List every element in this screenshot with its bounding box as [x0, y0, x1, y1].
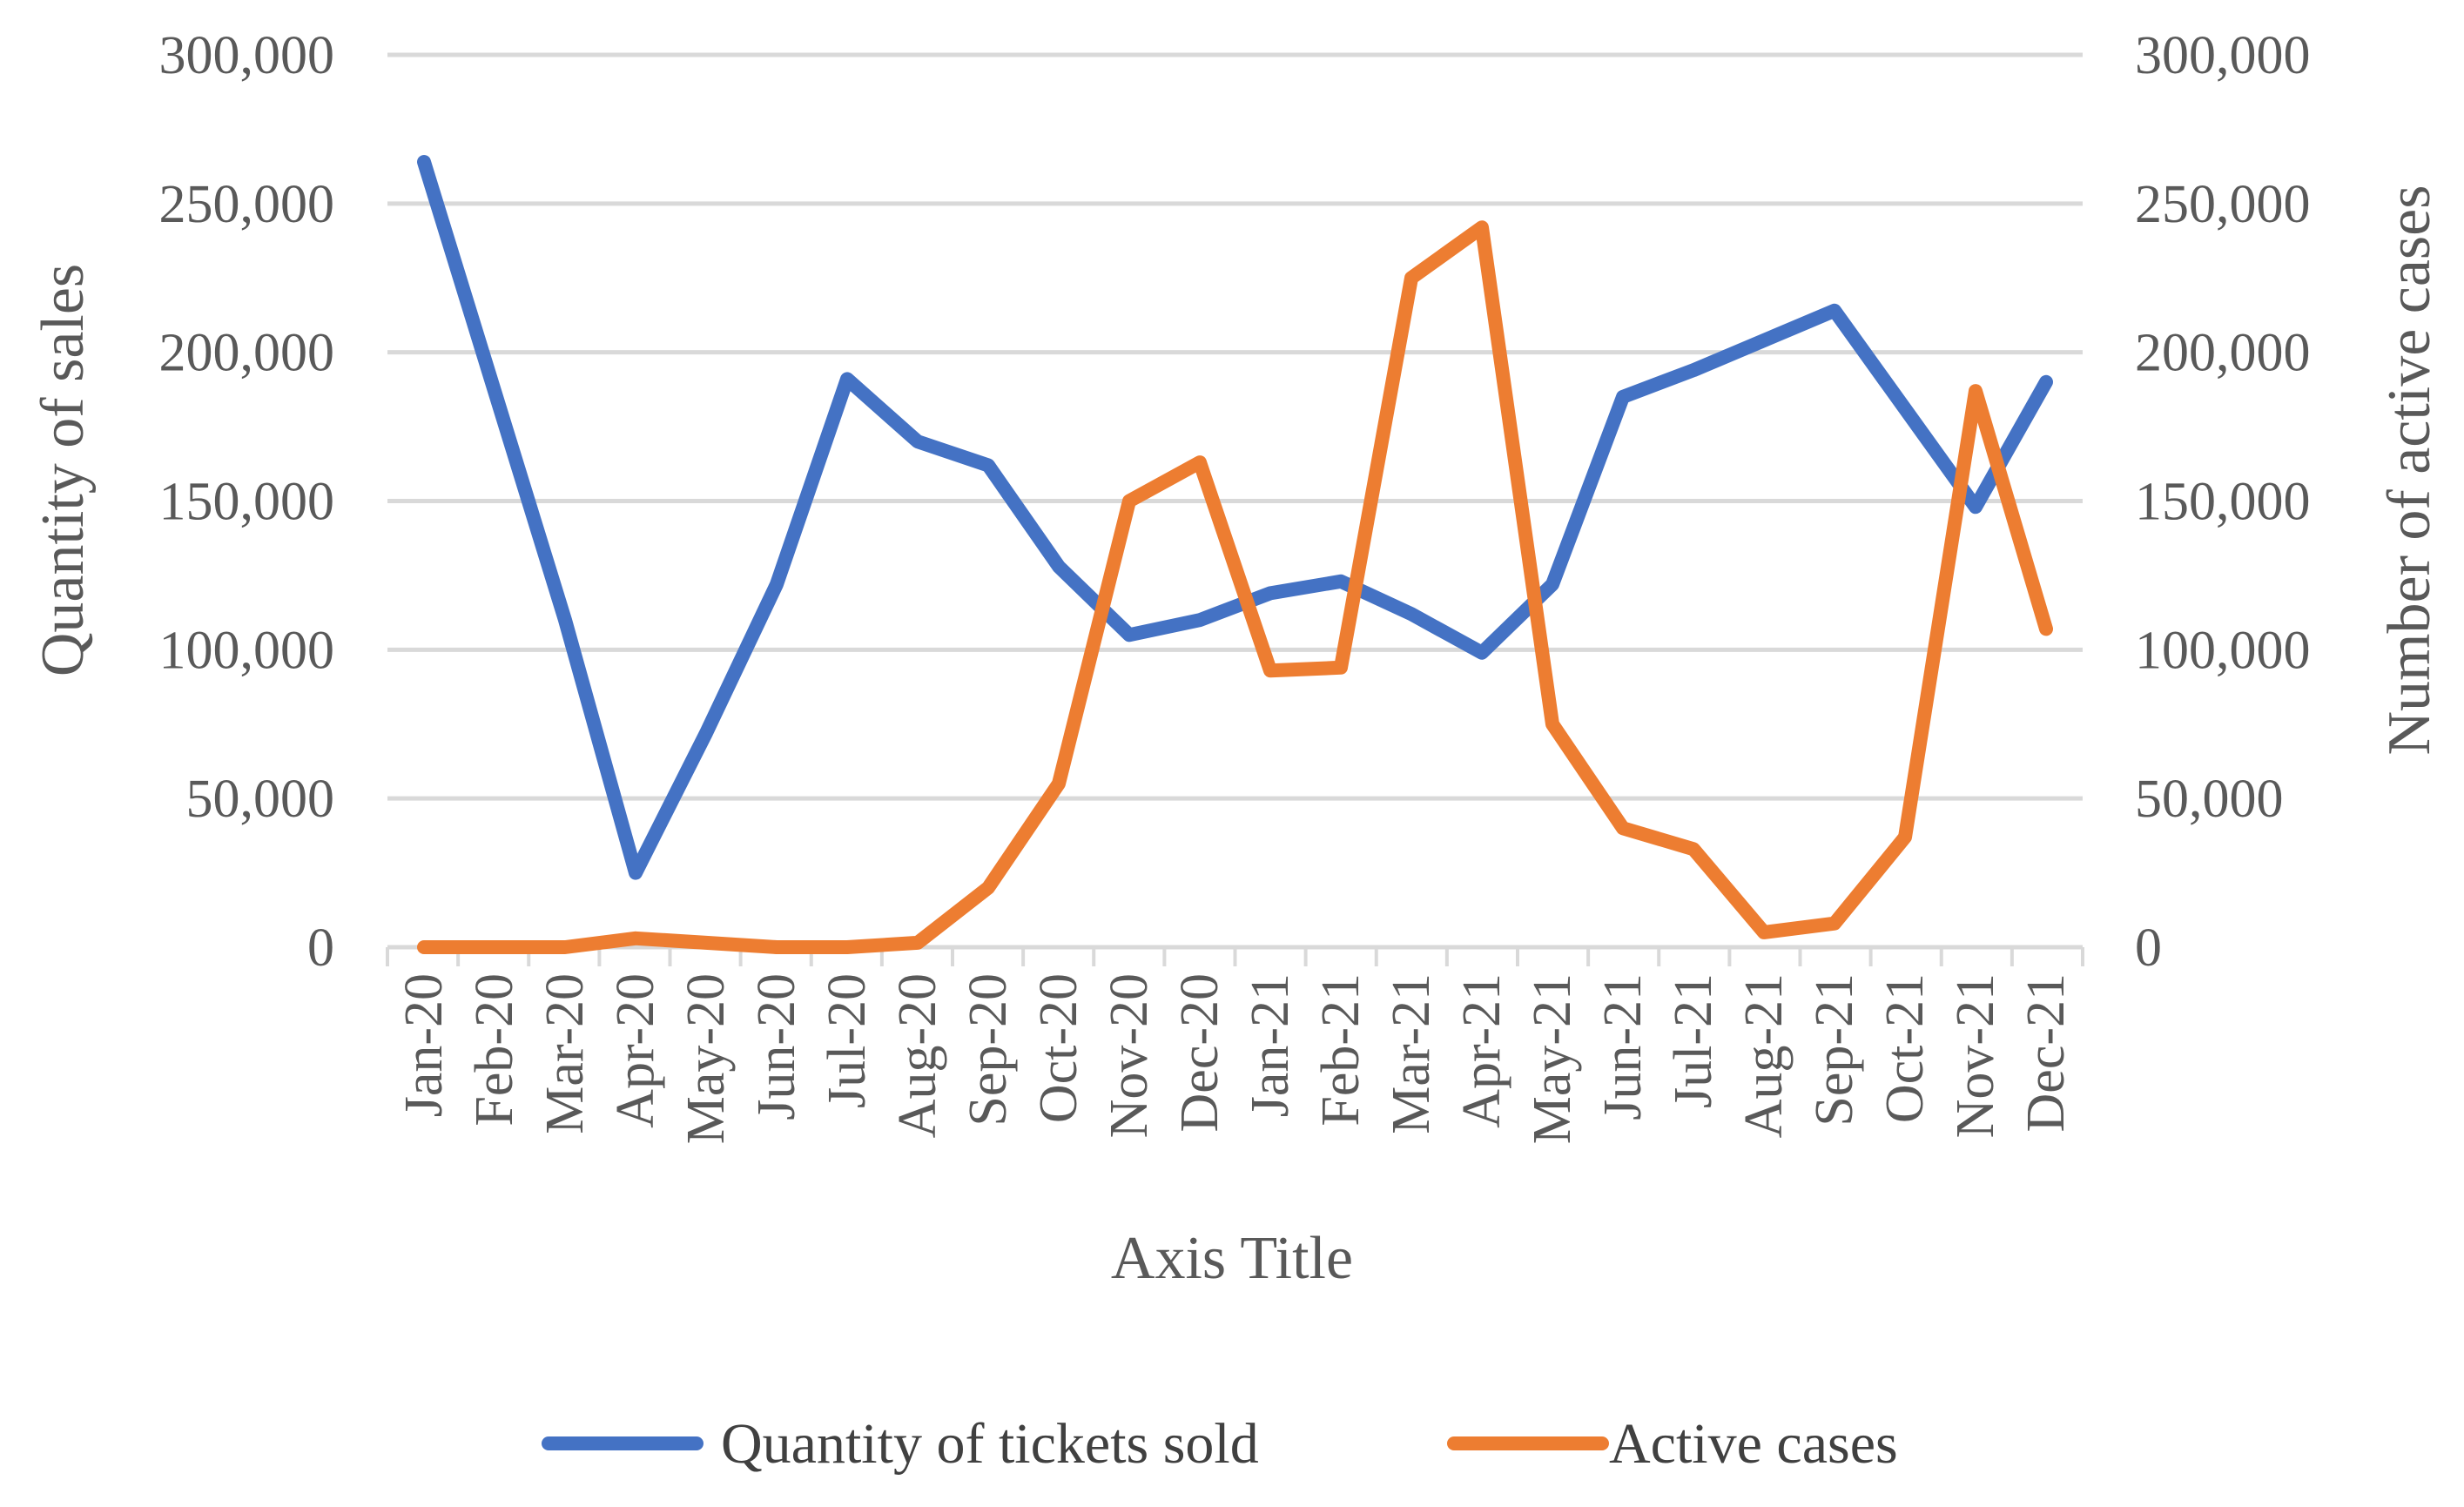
x-tick-label: Oct-20: [1029, 973, 1088, 1123]
x-tick-label: Jul-20: [818, 973, 877, 1108]
x-tick-labels: Jan-20 Feb-20 Mar-20 Apr-20 May-20 Jun-20 Jul-…: [394, 973, 2076, 1144]
series-line-tickets-sold: [417, 155, 2053, 880]
x-tick-label: Feb-20: [465, 973, 524, 1127]
x-tick-label: Sep-20: [959, 973, 1018, 1127]
y2-tick-label: 100,000: [2135, 621, 2311, 680]
y-axis-title: Quantity of sales: [30, 264, 97, 676]
x-tick-label: Jan-21: [1241, 973, 1300, 1117]
x-tick-label: Oct-21: [1875, 973, 1935, 1123]
series-lines: [417, 155, 2053, 954]
x-tick-label: May-20: [677, 973, 736, 1144]
right-y-tick-labels: 0 50,000 100,000 150,000 200,000 250,000 300,0…: [2135, 26, 2311, 978]
x-tick-label: Sep-21: [1805, 973, 1864, 1127]
y-tick-label: 300,000: [159, 26, 335, 85]
x-tick-label: Mar-20: [535, 973, 595, 1134]
x-tick-label: Aug-20: [888, 973, 947, 1138]
x-tick-label: Dec-21: [2016, 973, 2076, 1132]
gridlines: [387, 52, 2083, 801]
y-tick-label: 50,000: [186, 770, 335, 829]
y2-tick-label: 300,000: [2135, 26, 2311, 85]
legend-label-tickets: Quantity of tickets sold: [721, 1412, 1259, 1476]
axes: [386, 945, 2084, 966]
y2-tick-label: 200,000: [2135, 324, 2311, 383]
legend-label-active-cases: Active cases: [1609, 1412, 1898, 1476]
y-tick-label: 200,000: [159, 324, 335, 383]
x-tick-label: Feb-21: [1311, 973, 1370, 1127]
y2-axis-title: Number of active cases: [2376, 185, 2443, 756]
y2-tick-label: 0: [2135, 918, 2162, 978]
series-line-active-cases: [417, 220, 2053, 954]
x-tick-label: Nov-21: [1946, 973, 2005, 1138]
legend: Quantity of tickets sold Active cases: [542, 1412, 1898, 1476]
y-tick-label: 100,000: [159, 621, 335, 680]
x-tick-label: Jun-21: [1593, 973, 1653, 1120]
x-tick-label: Aug-21: [1734, 973, 1794, 1138]
left-y-tick-labels: 0 50,000 100,000 150,000 200,000 250,000 300,0…: [159, 26, 335, 978]
x-tick-label: Nov-20: [1100, 973, 1159, 1138]
y-tick-label: 0: [307, 918, 334, 978]
x-tick-label: Mar-21: [1382, 973, 1441, 1134]
y2-tick-label: 250,000: [2135, 175, 2311, 234]
y2-tick-label: 50,000: [2135, 770, 2284, 829]
x-axis-title: Axis Title: [1111, 1225, 1353, 1292]
x-tick-label: Apr-21: [1452, 973, 1511, 1128]
x-tick-label: Dec-20: [1170, 973, 1229, 1132]
y2-tick-label: 150,000: [2135, 473, 2311, 532]
x-tick-label: May-21: [1523, 973, 1582, 1144]
x-tick-label: Jan-20: [394, 973, 454, 1117]
x-tick-label: Jun-20: [747, 973, 806, 1120]
y-tick-label: 150,000: [159, 473, 335, 532]
x-tick-label: Apr-20: [606, 973, 665, 1128]
x-tick-label: Jul-21: [1664, 973, 1723, 1108]
y-tick-label: 250,000: [159, 175, 335, 234]
